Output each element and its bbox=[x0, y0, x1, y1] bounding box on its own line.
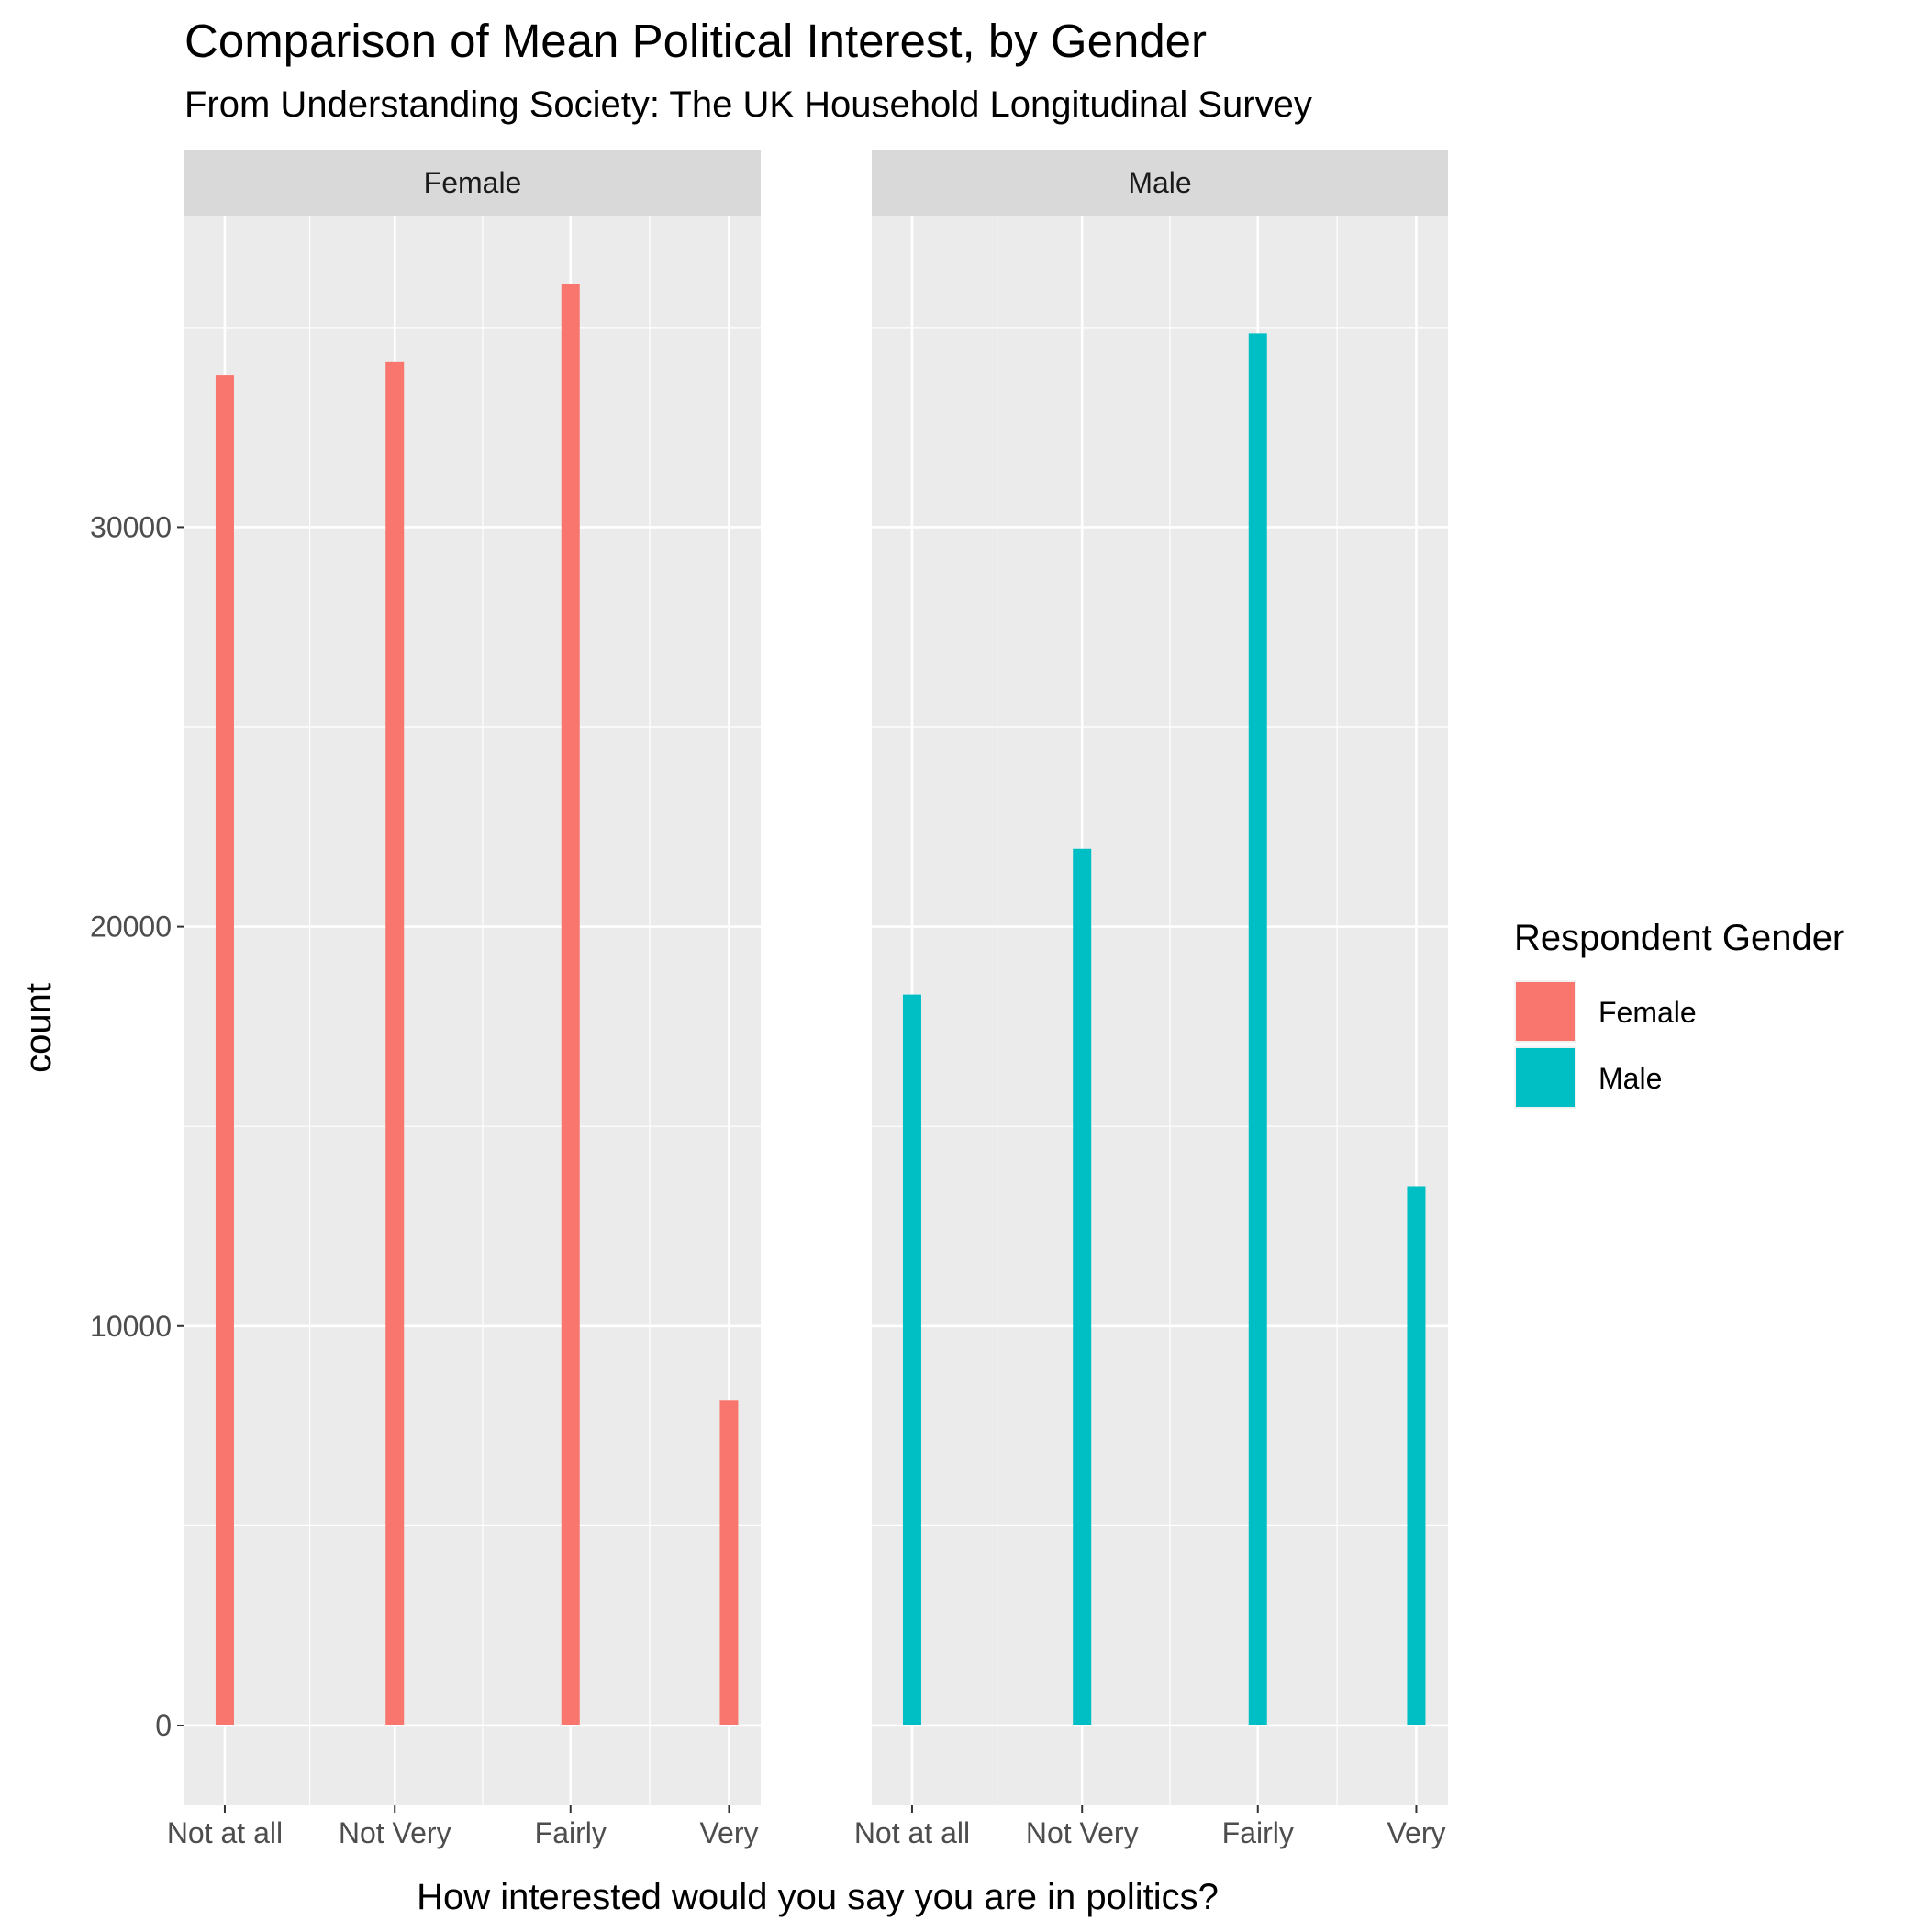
chart-title: Comparison of Mean Political Interest, b… bbox=[184, 15, 1207, 67]
legend-swatch-male bbox=[1516, 1048, 1575, 1107]
legend-label-female: Female bbox=[1598, 996, 1697, 1029]
x-tick-label: Not at all bbox=[854, 1816, 970, 1849]
bar-male-very bbox=[1407, 1186, 1426, 1725]
legend-title: Respondent Gender bbox=[1514, 918, 1844, 958]
bar-female-very bbox=[719, 1400, 739, 1725]
panel-female: Female Not at all Not Very Fairly Very bbox=[167, 150, 761, 1849]
x-tick-label: Not at all bbox=[167, 1816, 283, 1849]
x-tick-label: Fairly bbox=[535, 1816, 607, 1849]
panel-background bbox=[872, 216, 1448, 1805]
x-tick-label: Fairly bbox=[1222, 1816, 1294, 1849]
bar-female-not-at-all bbox=[215, 375, 234, 1725]
x-axis-title: How interested would you say you are in … bbox=[417, 1877, 1219, 1917]
x-tick-label: Very bbox=[699, 1816, 758, 1849]
bar-female-fairly bbox=[561, 283, 580, 1725]
y-tick-label: 0 bbox=[155, 1709, 172, 1742]
panels: Female Not at all Not Very Fairly Very Male No… bbox=[167, 150, 1448, 1849]
y-tick-label: 30000 bbox=[90, 510, 172, 543]
panel-male: Male Not at all Not Very Fairly Very bbox=[854, 150, 1448, 1849]
x-tick-label: Not Very bbox=[339, 1816, 451, 1849]
x-tick-label: Not Very bbox=[1026, 1816, 1139, 1849]
panel-background bbox=[184, 216, 761, 1805]
facet-label: Male bbox=[1128, 166, 1191, 199]
y-tick-label: 20000 bbox=[90, 910, 172, 944]
x-tick-label: Very bbox=[1387, 1816, 1445, 1849]
bar-male-not-very bbox=[1073, 848, 1092, 1725]
y-axis: 0 10000 20000 30000 bbox=[90, 510, 184, 1742]
bar-female-not-very bbox=[385, 361, 405, 1725]
facet-label: Female bbox=[424, 166, 522, 199]
facet-strip bbox=[184, 150, 761, 216]
legend-swatch-female bbox=[1516, 982, 1575, 1041]
chart-subtitle: From Understanding Society: The UK House… bbox=[184, 84, 1312, 125]
bar-male-not-at-all bbox=[902, 994, 921, 1725]
bar-male-fairly bbox=[1248, 333, 1267, 1725]
legend: Respondent Gender Female Male bbox=[1514, 918, 1844, 1109]
facet-strip bbox=[872, 150, 1448, 216]
y-axis-title: count bbox=[18, 983, 59, 1073]
legend-label-male: Male bbox=[1598, 1062, 1662, 1095]
y-tick-label: 10000 bbox=[90, 1310, 172, 1343]
